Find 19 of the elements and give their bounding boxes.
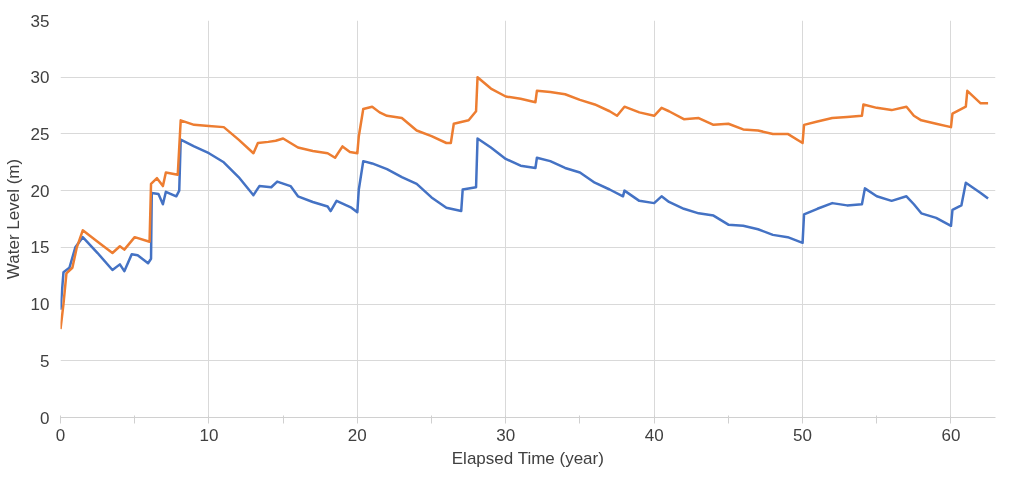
x-tick-label: 20 [347, 425, 367, 445]
y-tick-label: 0 [40, 408, 50, 428]
y-tick-label: 25 [30, 124, 50, 144]
x-axis-title: Elapsed Time (year) [451, 448, 604, 468]
x-tick-label: 60 [941, 425, 961, 445]
x-tick-label: 40 [644, 425, 664, 445]
line-series [60, 137, 990, 311]
x-tick-label: 30 [496, 425, 516, 445]
x-tick-label: 10 [199, 425, 219, 445]
x-tick-label: 0 [55, 425, 66, 445]
y-tick-label: 5 [40, 351, 50, 371]
y-tick-label: 10 [30, 295, 50, 315]
line-series [60, 75, 990, 331]
y-tick-label: 30 [30, 68, 50, 88]
y-tick-label: 20 [30, 181, 50, 201]
y-tick-label: 15 [30, 238, 50, 258]
y-axis-title: Water Level (m) [3, 158, 23, 280]
y-tick-label: 35 [30, 11, 50, 31]
x-tick-label: 50 [793, 425, 813, 445]
